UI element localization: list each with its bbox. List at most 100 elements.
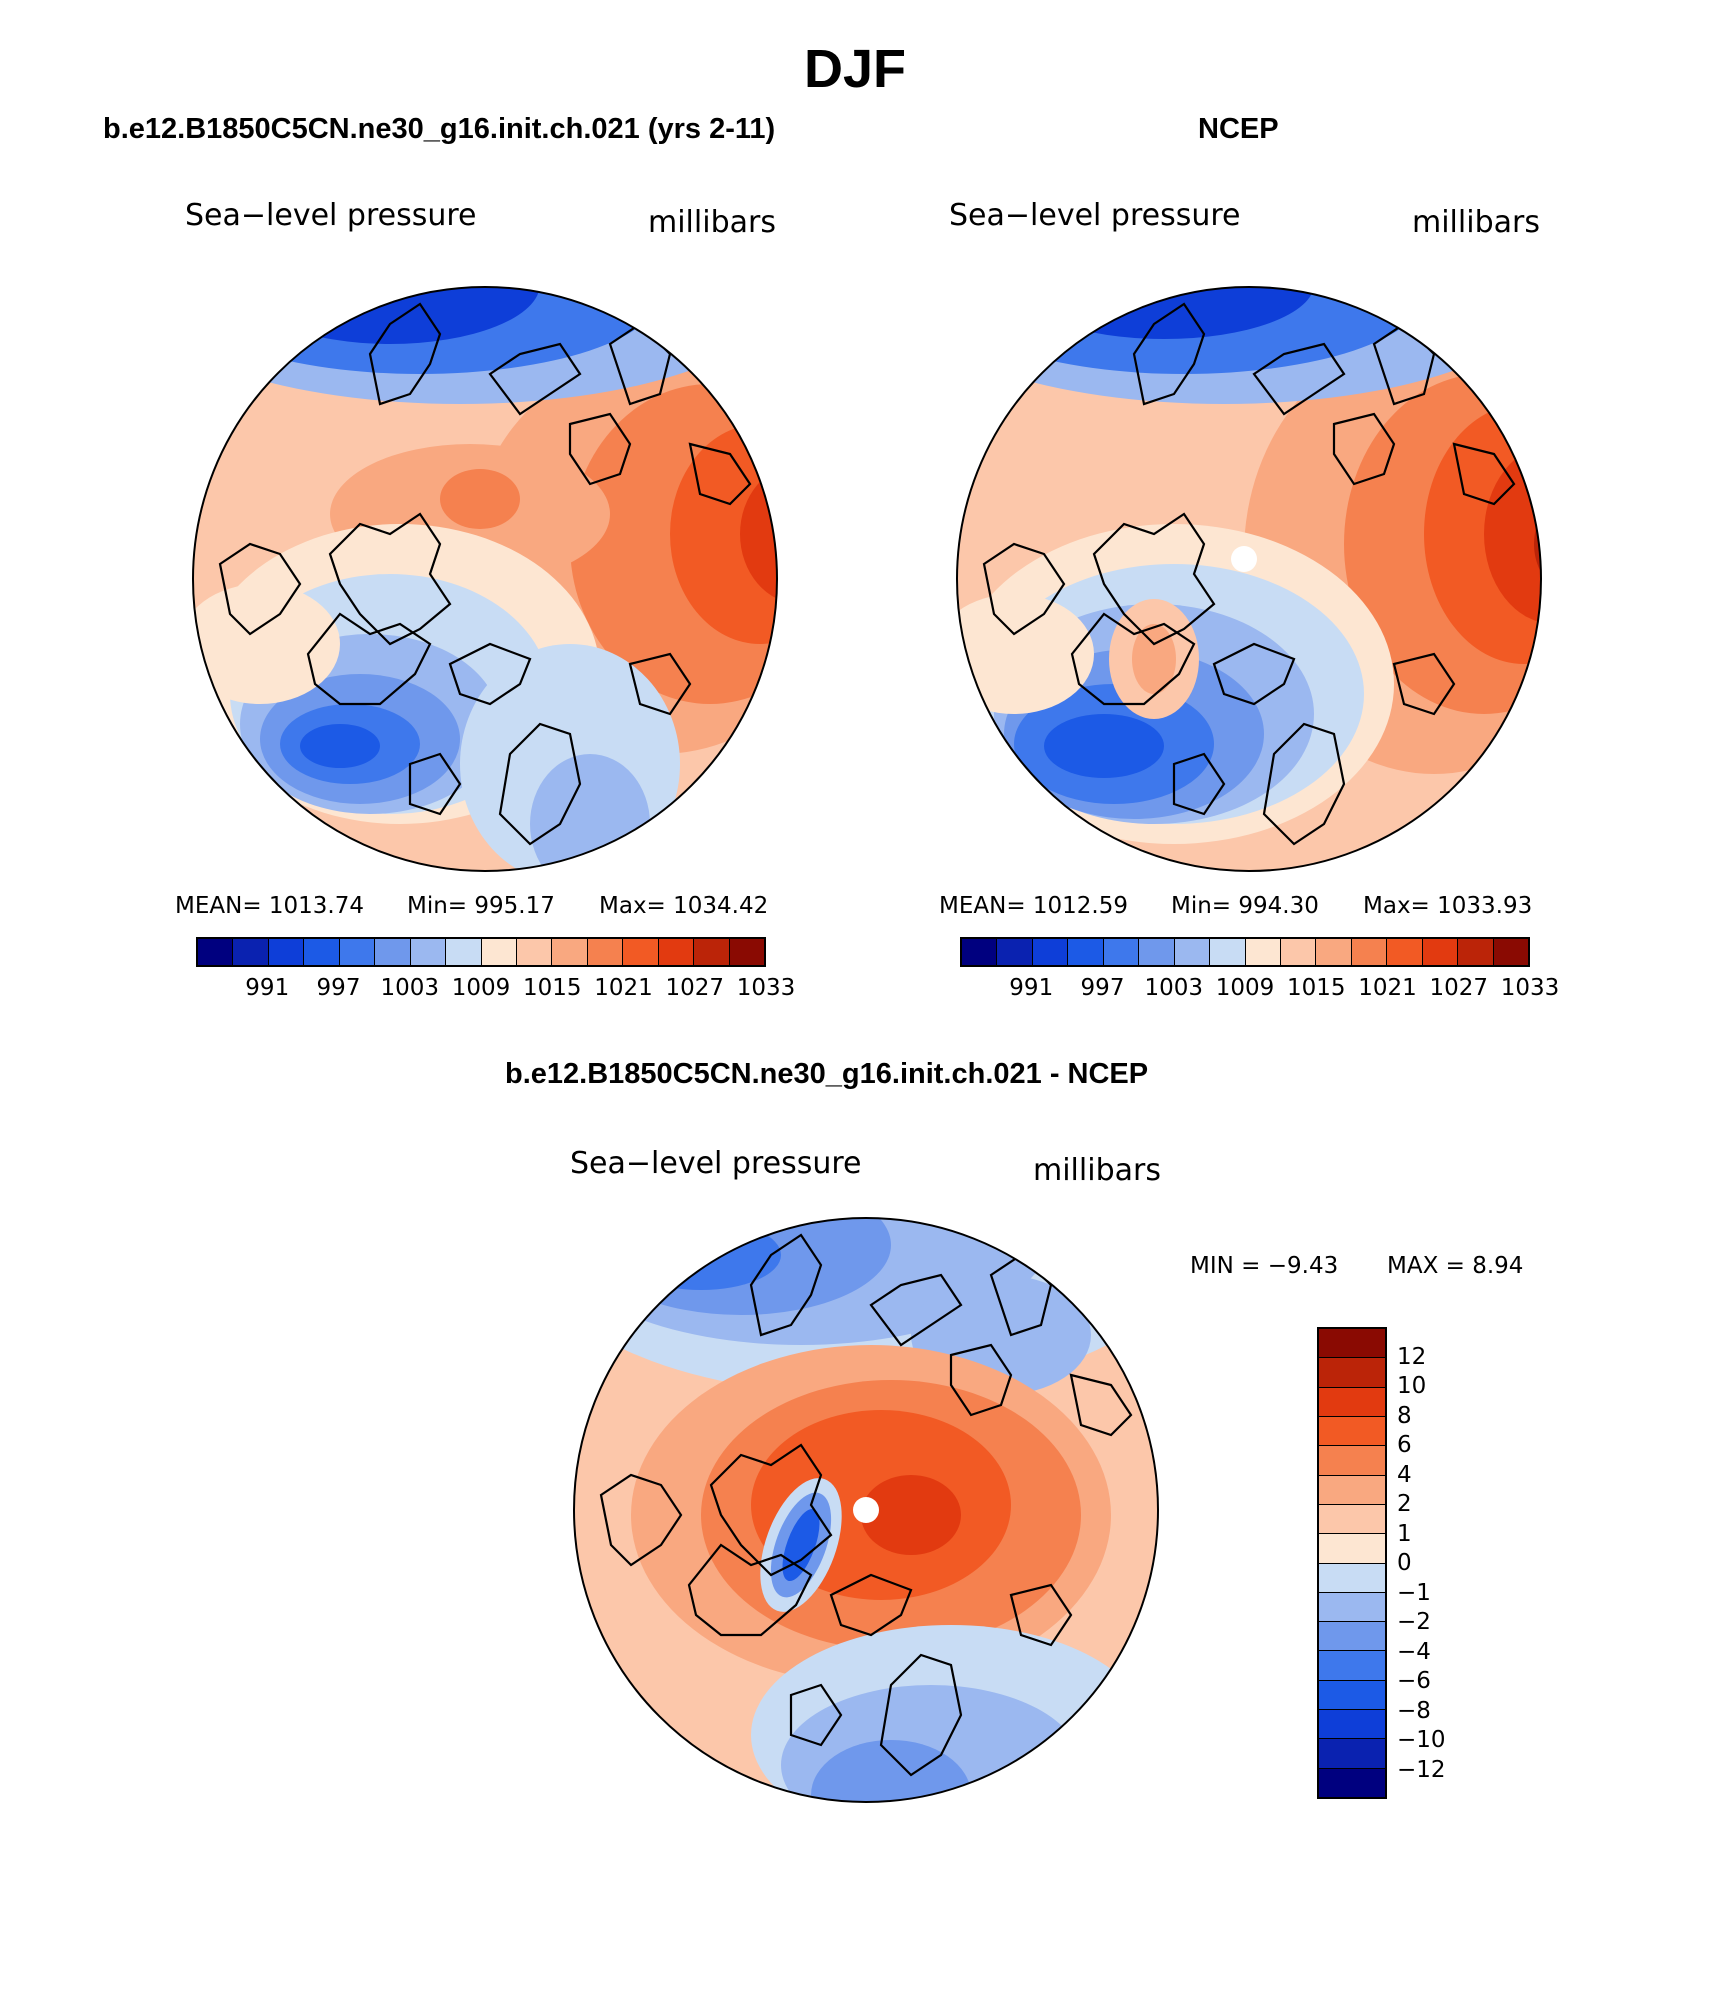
colorbar-tick-label: 1009 bbox=[1215, 975, 1275, 1001]
colorbar-tick-label: −4 bbox=[1397, 1638, 1431, 1665]
colorbar-swatch bbox=[304, 939, 340, 965]
colorbar-tick-label: −1 bbox=[1397, 1579, 1431, 1606]
colorbar-swatch bbox=[962, 939, 998, 965]
polar-map-model bbox=[192, 286, 778, 872]
colorbar-tick-label: 1015 bbox=[522, 975, 582, 1001]
colorbar-tick-label: 10 bbox=[1397, 1373, 1427, 1399]
colorbar-swatch bbox=[1319, 1680, 1385, 1711]
colorbar-ticks-model: 991 997 1003 1009 1015 1021 1027 1033 bbox=[196, 975, 795, 1005]
colorbar-swatch bbox=[1032, 939, 1069, 965]
colorbar-swatch bbox=[481, 939, 517, 965]
colorbar-tick-label: 1 bbox=[1397, 1520, 1412, 1547]
stat-max-ncep: Max= 1033.93 bbox=[1363, 893, 1533, 919]
units-label-diff: millibars bbox=[1033, 1153, 1161, 1188]
colorbar-swatch bbox=[1458, 939, 1494, 965]
colorbar-swatch bbox=[694, 939, 730, 965]
colorbar-swatch bbox=[198, 939, 234, 965]
stat-max-diff: MAX = 8.94 bbox=[1387, 1253, 1524, 1279]
stat-mean-model: MEAN= 1013.74 bbox=[175, 893, 365, 919]
colorbar-swatch bbox=[1319, 1710, 1385, 1740]
colorbar-swatch bbox=[997, 939, 1033, 965]
colorbar-tick-label: 1003 bbox=[380, 975, 440, 1001]
colorbar-swatch bbox=[1174, 939, 1211, 965]
colorbar-swatch bbox=[623, 939, 659, 965]
colorbar-swatch bbox=[1319, 1358, 1385, 1388]
stat-min-diff: MIN = −9.43 bbox=[1190, 1253, 1339, 1279]
colorbar-swatch bbox=[1387, 939, 1423, 965]
colorbar-tick-label: 1021 bbox=[594, 975, 653, 1001]
colorbar-swatch bbox=[268, 939, 305, 965]
colorbar-ticks-ncep: 991 997 1003 1009 1015 1021 1027 1033 bbox=[960, 975, 1559, 1005]
panel-title-ncep: NCEP bbox=[1198, 113, 1279, 145]
polar-map-diff bbox=[573, 1217, 1159, 1803]
colorbar-tick-label: −8 bbox=[1397, 1697, 1431, 1724]
colorbar-tick-label: 1009 bbox=[451, 975, 511, 1001]
colorbar-swatch bbox=[233, 939, 269, 965]
colorbar-swatch bbox=[1319, 1651, 1385, 1681]
colorbar-swatch bbox=[1493, 939, 1528, 965]
colorbar-swatch bbox=[1319, 1592, 1385, 1623]
colorbar-swatch bbox=[1319, 1739, 1385, 1769]
colorbar-model bbox=[196, 937, 766, 967]
stat-mean-ncep: MEAN= 1012.59 bbox=[939, 893, 1129, 919]
colorbar-tick-label: 4 bbox=[1397, 1461, 1412, 1488]
colorbar-swatch bbox=[1319, 1387, 1385, 1417]
colorbar-tick-label: 1027 bbox=[1429, 975, 1489, 1001]
colorbar-swatch bbox=[1210, 939, 1246, 965]
colorbar-tick-label: 1027 bbox=[665, 975, 725, 1001]
main-title: DJF bbox=[803, 39, 906, 99]
colorbar-swatch bbox=[516, 939, 553, 965]
colorbar-swatch bbox=[1319, 1622, 1385, 1652]
colorbar-swatch bbox=[1319, 1534, 1385, 1564]
colorbar-swatch bbox=[1316, 939, 1352, 965]
colorbar-swatch bbox=[1319, 1768, 1385, 1797]
colorbar-swatch bbox=[1139, 939, 1175, 965]
colorbar-swatch bbox=[1319, 1475, 1385, 1505]
colorbar-swatch bbox=[1319, 1563, 1385, 1593]
colorbar-swatch bbox=[375, 939, 411, 965]
colorbar-tick-label: −10 bbox=[1397, 1727, 1446, 1753]
units-label-model: millibars bbox=[648, 205, 776, 240]
colorbar-swatch bbox=[1319, 1416, 1385, 1447]
colorbar-tick-label: 12 bbox=[1397, 1343, 1427, 1370]
stat-min-model: Min= 995.17 bbox=[407, 893, 555, 919]
colorbar-tick-label: −12 bbox=[1397, 1756, 1446, 1783]
colorbar-swatch bbox=[1319, 1504, 1385, 1535]
colorbar-swatch bbox=[1422, 939, 1459, 965]
colorbar-swatch bbox=[552, 939, 588, 965]
colorbar-tick-label: 0 bbox=[1397, 1550, 1412, 1576]
colorbar-tick-label: 1015 bbox=[1286, 975, 1346, 1001]
colorbar-swatch bbox=[658, 939, 695, 965]
colorbar-tick-label: 1021 bbox=[1358, 975, 1417, 1001]
variable-label-model: Sea−level pressure bbox=[185, 198, 477, 233]
units-label-ncep: millibars bbox=[1412, 205, 1540, 240]
colorbar-swatch bbox=[729, 939, 764, 965]
colorbar-swatch bbox=[410, 939, 447, 965]
colorbar-tick-label: −2 bbox=[1397, 1609, 1431, 1635]
colorbar-swatch bbox=[1280, 939, 1317, 965]
colorbar-tick-label: 991 bbox=[1009, 975, 1054, 1001]
colorbar-tick-label: 997 bbox=[1080, 975, 1125, 1001]
colorbar-swatch bbox=[1103, 939, 1140, 965]
panel-title-model: b.e12.B1850C5CN.ne30_g16.init.ch.021 (yr… bbox=[103, 113, 776, 145]
colorbar-swatch bbox=[446, 939, 482, 965]
colorbar-swatch bbox=[587, 939, 624, 965]
colorbar-tick-label: 6 bbox=[1397, 1432, 1412, 1458]
colorbar-tick-label: 2 bbox=[1397, 1491, 1412, 1517]
stat-min-ncep: Min= 994.30 bbox=[1171, 893, 1319, 919]
colorbar-tick-label: 1003 bbox=[1144, 975, 1204, 1001]
variable-label-diff: Sea−level pressure bbox=[570, 1146, 862, 1181]
variable-label-ncep: Sea−level pressure bbox=[949, 198, 1241, 233]
colorbar-tick-label: 997 bbox=[316, 975, 361, 1001]
polar-map-ncep bbox=[956, 286, 1542, 872]
colorbar-tick-label: 1033 bbox=[736, 975, 796, 1001]
colorbar-swatch bbox=[1319, 1446, 1385, 1476]
colorbar-swatch bbox=[339, 939, 376, 965]
colorbar-diff bbox=[1317, 1327, 1387, 1799]
colorbar-tick-label: 8 bbox=[1397, 1402, 1412, 1429]
panel-title-diff: b.e12.B1850C5CN.ne30_g16.init.ch.021 - N… bbox=[505, 1058, 1149, 1090]
colorbar-tick-label: 991 bbox=[245, 975, 290, 1001]
colorbar-tick-label: 1033 bbox=[1500, 975, 1560, 1001]
colorbar-swatch bbox=[1351, 939, 1388, 965]
colorbar-swatch bbox=[1245, 939, 1281, 965]
